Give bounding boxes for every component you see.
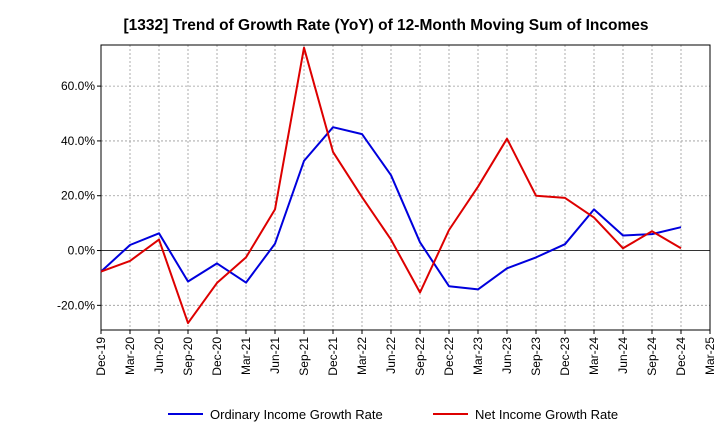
legend-label-ordinary: Ordinary Income Growth Rate [210, 407, 383, 422]
x-axis-ticks: Dec-19 Mar-20 Jun-20 Sep-20 Dec-20 Mar-21 Jun-… [94, 330, 717, 376]
x-tick-label: Dec-20 [210, 337, 224, 376]
y-axis-ticks: 60.0% 40.0% 20.0% 0.0% -20.0% [57, 79, 101, 312]
x-tick-label: Dec-22 [442, 337, 456, 376]
x-tick-label: Jun-21 [268, 337, 282, 374]
x-tick-label: Jun-20 [152, 337, 166, 374]
plot-area-frame [101, 45, 710, 330]
x-tick-label: Sep-22 [413, 337, 427, 376]
x-tick-label: Mar-20 [123, 337, 137, 375]
x-tick-label: Sep-20 [181, 337, 195, 376]
legend-label-net: Net Income Growth Rate [475, 407, 618, 422]
x-tick-label: Jun-23 [500, 337, 514, 374]
x-tick-label: Mar-22 [355, 337, 369, 375]
x-tick-label: Sep-24 [645, 337, 659, 376]
x-tick-label: Sep-21 [297, 337, 311, 376]
y-tick-label: 60.0% [61, 79, 95, 93]
chart-title: [1332] Trend of Growth Rate (YoY) of 12-… [123, 17, 648, 34]
x-tick-label: Sep-23 [529, 337, 543, 376]
grid [101, 45, 710, 330]
x-tick-label: Mar-24 [587, 337, 601, 375]
y-tick-label: 20.0% [61, 189, 95, 203]
x-tick-label: Mar-23 [471, 337, 485, 375]
x-tick-label: Jun-22 [384, 337, 398, 374]
legend: Ordinary Income Growth Rate Net Income G… [168, 407, 618, 422]
x-tick-label: Mar-21 [239, 337, 253, 375]
y-tick-label: 0.0% [68, 244, 96, 258]
y-tick-label: 40.0% [61, 134, 95, 148]
x-tick-label: Jun-24 [616, 337, 630, 374]
x-tick-label: Mar-25 [703, 337, 717, 375]
x-tick-label: Dec-19 [94, 337, 108, 376]
x-tick-label: Dec-23 [558, 337, 572, 376]
x-tick-label: Dec-21 [326, 337, 340, 376]
x-tick-label: Dec-24 [674, 337, 688, 376]
y-tick-label: -20.0% [57, 298, 95, 312]
